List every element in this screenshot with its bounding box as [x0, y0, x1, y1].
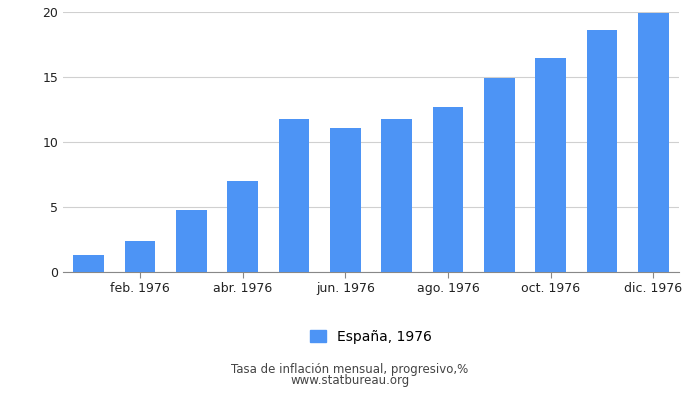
Bar [74, 255, 104, 272]
Bar [638, 13, 668, 272]
Bar [125, 241, 155, 272]
Bar [484, 78, 514, 272]
Bar [433, 107, 463, 272]
Text: Tasa de inflación mensual, progresivo,%: Tasa de inflación mensual, progresivo,% [232, 364, 468, 376]
Text: www.statbureau.org: www.statbureau.org [290, 374, 410, 387]
Bar [536, 58, 566, 272]
Bar [176, 210, 206, 272]
Bar [330, 128, 360, 272]
Bar [279, 118, 309, 272]
Bar [382, 118, 412, 272]
Legend: España, 1976: España, 1976 [305, 326, 437, 348]
Bar [587, 30, 617, 272]
Bar [228, 181, 258, 272]
